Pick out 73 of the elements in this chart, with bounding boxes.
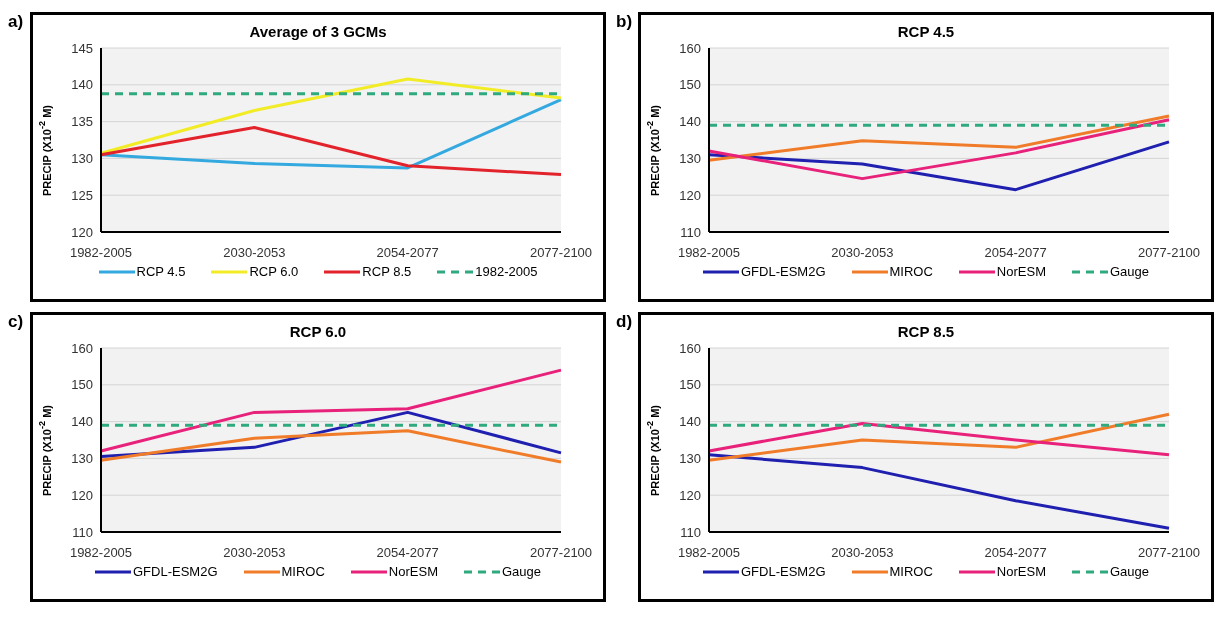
legend-label: NorESM: [388, 564, 438, 579]
text: b): [616, 12, 633, 32]
line-series: [99, 77, 563, 155]
y-tick-label: 120: [679, 487, 701, 503]
y-tick-label: 125: [71, 187, 93, 203]
text: a): [8, 12, 24, 32]
chart-title: Average of 3 GCMs: [248, 23, 388, 40]
line-series: [707, 421, 1171, 457]
legend-label: GFDL-ESM2G: [740, 564, 826, 579]
y-tick-label: 110: [680, 524, 701, 540]
x-tick-label: 2030-2053: [831, 245, 894, 261]
legend-label: RCP 4.5: [136, 264, 186, 279]
x-tick-label: 2077-2100: [529, 545, 593, 561]
x-tick-label: 1982-2005: [69, 545, 133, 561]
y-tick-label: 140: [71, 77, 93, 93]
x-tick-label: 2054-2077: [376, 245, 439, 261]
y-tick-label: 140: [71, 414, 93, 430]
chart-title: RCP 6.0: [288, 323, 348, 340]
legend-label: GFDL-ESM2G: [740, 264, 826, 279]
line-series: [99, 429, 563, 464]
x-tick-label: 2077-2100: [1137, 245, 1201, 261]
legend-label: NorESM: [996, 564, 1046, 579]
y-tick-label: 110: [72, 524, 93, 540]
legend-label: RCP 6.0: [249, 264, 299, 279]
legend-label: MIROC: [889, 564, 933, 579]
legend-label: MIROC: [889, 264, 933, 279]
line-series: [99, 125, 563, 177]
legend-label: NorESM: [996, 264, 1046, 279]
line-series: [707, 412, 1171, 462]
y-tick-label: 135: [71, 114, 93, 130]
line-series: [707, 114, 1171, 162]
legend-label: Gauge: [1109, 264, 1150, 279]
y-tick-label: 160: [679, 340, 701, 356]
y-tick-label: 160: [679, 40, 701, 56]
x-tick-label: 2030-2053: [831, 545, 894, 561]
y-tick-label: 120: [71, 224, 93, 240]
y-tick-label: 120: [679, 187, 701, 203]
line-series: [707, 118, 1171, 181]
x-tick-label: 1982-2005: [69, 245, 133, 261]
y-tick-label: 130: [71, 451, 93, 467]
line-series: [99, 368, 563, 453]
y-tick-label: 120: [71, 487, 93, 503]
y-tick-label: 110: [680, 224, 701, 240]
x-tick-label: 2077-2100: [1137, 545, 1201, 561]
legend-label: 1982-2005: [475, 264, 538, 279]
text: d): [616, 312, 633, 332]
x-tick-label: 2054-2077: [376, 545, 439, 561]
x-tick-label: 2030-2053: [223, 545, 286, 561]
x-tick-label: 2054-2077: [984, 245, 1047, 261]
x-tick-label: 2054-2077: [984, 545, 1047, 561]
text: c): [8, 312, 24, 332]
line-series: [707, 140, 1171, 192]
legend-label: MIROC: [281, 564, 325, 579]
y-tick-label: 130: [679, 151, 701, 167]
y-tick-label: 130: [71, 151, 93, 167]
legend-label: Gauge: [501, 564, 542, 579]
y-tick-label: 130: [679, 451, 701, 467]
x-tick-label: 2077-2100: [529, 245, 593, 261]
legend-label: Gauge: [1109, 564, 1150, 579]
y-tick-label: 160: [71, 340, 93, 356]
y-tick-label: 140: [679, 414, 701, 430]
legend-label: RCP 8.5: [362, 264, 412, 279]
x-tick-label: 1982-2005: [677, 245, 741, 261]
y-tick-label: 150: [679, 77, 701, 93]
y-tick-label: 140: [679, 114, 701, 130]
x-tick-label: 1982-2005: [677, 545, 741, 561]
y-tick-label: 145: [71, 40, 93, 56]
y-tick-label: 150: [71, 377, 93, 393]
x-tick-label: 2030-2053: [223, 245, 286, 261]
chart-title: RCP 4.5: [896, 23, 956, 40]
legend-label: GFDL-ESM2G: [132, 564, 218, 579]
y-tick-label: 150: [679, 377, 701, 393]
chart-title: RCP 8.5: [896, 323, 956, 340]
